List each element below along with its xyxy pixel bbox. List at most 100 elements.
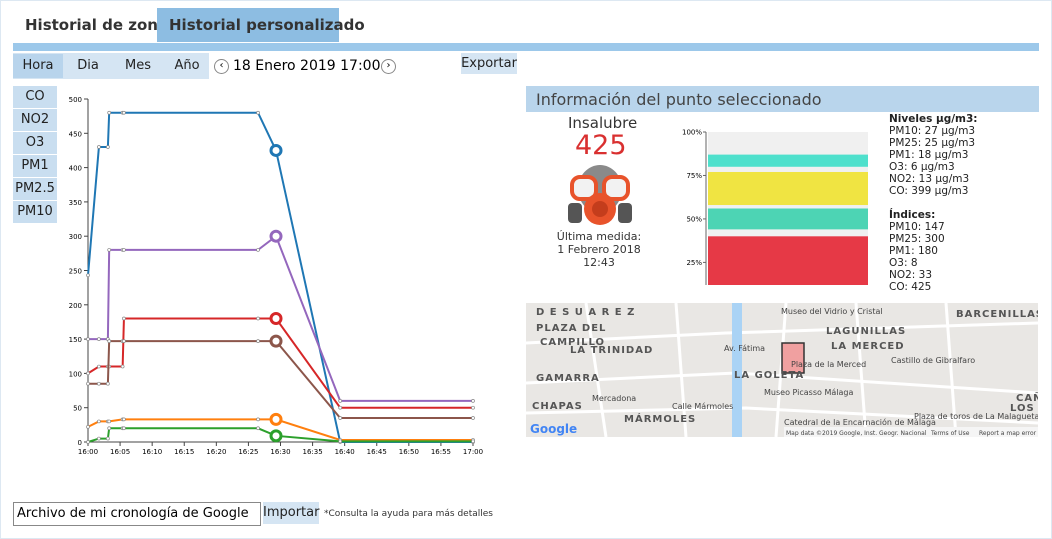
map-label: Museo Picasso Málaga <box>764 388 853 397</box>
point <box>269 334 283 348</box>
pollutant-button[interactable]: PM2.5 <box>13 178 57 200</box>
map-report: Report a map error <box>979 430 1037 437</box>
y-tick-label: 75% <box>686 172 702 180</box>
map-label: CHAPAS <box>532 401 583 412</box>
point <box>107 426 112 431</box>
point <box>97 145 101 149</box>
pollutant-button[interactable]: CO <box>13 86 57 108</box>
map-label: Museo del Vidrio y Cristal <box>781 307 883 316</box>
map-label: Plaza de toros de La Malagueta <box>914 412 1038 421</box>
index: 425 <box>575 130 627 161</box>
point <box>122 110 126 115</box>
map-label: LA GOLETA <box>734 370 804 381</box>
y-tick-label: 50 <box>73 405 82 413</box>
x-tick-label: 16:40 <box>335 448 355 456</box>
pollutant-button[interactable]: PM10 <box>13 201 57 223</box>
period-button[interactable]: Mes <box>114 54 162 78</box>
point <box>269 312 283 326</box>
point <box>256 110 260 115</box>
point <box>97 419 101 424</box>
line <box>88 340 473 419</box>
levels: Niveles µg/m3: PM10: 27 µg/m3 PM25: 25 µg/… <box>889 113 978 293</box>
last-label: Última medida: <box>556 230 642 243</box>
point <box>97 337 101 341</box>
map-logo: Google <box>530 422 577 436</box>
x-tick-label: 16:30 <box>270 448 290 456</box>
point <box>106 381 110 386</box>
point <box>269 143 283 157</box>
line <box>87 111 473 443</box>
map-label: CAÑA <box>1016 391 1038 404</box>
pollutant-button[interactable]: PM1 <box>13 155 57 177</box>
map-label: LA MERCED <box>831 341 905 352</box>
map-label: MÁRMOLES <box>624 412 696 425</box>
point <box>338 405 343 410</box>
index-item: O3: 8 <box>889 257 918 269</box>
y-tick-label: 150 <box>69 336 82 344</box>
point <box>338 398 343 403</box>
period-button[interactable]: Hora <box>13 54 63 78</box>
map-label: Castillo de Gibralfaro <box>891 356 975 365</box>
map-label: BARCENILLAS <box>956 309 1038 320</box>
gauge-segment <box>708 154 868 167</box>
prev-button[interactable]: ‹ <box>214 59 229 74</box>
point <box>107 248 112 252</box>
point <box>122 248 126 252</box>
y-tick-label: 400 <box>69 165 82 173</box>
map-label: Mercadona <box>592 394 636 403</box>
point <box>471 405 475 410</box>
map-label: GAMARRA <box>536 373 600 384</box>
point <box>86 425 90 429</box>
x-tick-label: 16:55 <box>431 448 451 456</box>
level-item: PM10: 27 µg/m3 <box>889 125 976 137</box>
y-tick-label: 100 <box>69 370 82 378</box>
index-item: PM1: 180 <box>889 245 938 257</box>
export-button[interactable]: Exportar <box>461 53 517 74</box>
period-button[interactable]: Año <box>166 54 208 78</box>
map: D E S U A R E Z Museo del Vidrio y Crista… <box>526 303 1038 437</box>
point <box>256 248 260 252</box>
x-tick-label: 16:25 <box>238 448 258 456</box>
point <box>471 416 475 420</box>
map-label: Catedral de la Encarnación de Málaga <box>784 417 936 427</box>
point <box>256 426 260 431</box>
level-item: PM25: 25 µg/m3 <box>889 137 976 149</box>
info-header <box>526 86 1039 112</box>
point <box>86 337 90 341</box>
point <box>338 439 343 444</box>
y-tick-label: 100% <box>682 129 702 137</box>
x-tick-label: 16:20 <box>206 448 226 456</box>
pollutant-button[interactable]: O3 <box>13 132 57 154</box>
x-tick-label: 16:45 <box>367 448 387 456</box>
point <box>269 412 283 426</box>
line <box>87 317 473 409</box>
file-input[interactable]: Archivo de mi cronología de Google <box>13 502 261 526</box>
x-tick-label: 16:15 <box>174 448 194 456</box>
import-button[interactable]: Importar <box>263 502 319 524</box>
y-tick-label: 0 <box>78 439 82 447</box>
y-tick-label: 25% <box>686 259 702 267</box>
index-item: PM25: 300 <box>889 233 945 245</box>
point <box>106 145 110 149</box>
pollutant-button[interactable]: NO2 <box>13 109 57 131</box>
level-item: PM1: 18 µg/m3 <box>889 149 969 161</box>
point <box>122 339 126 344</box>
mask-icon <box>568 165 632 225</box>
gauge-chart: 100% 75% 50% 25% <box>682 129 868 285</box>
point <box>122 417 126 422</box>
point <box>122 316 126 321</box>
point <box>97 381 101 386</box>
gauge-segment <box>708 171 868 206</box>
line-chart: 0 50 100 150 200 250 300 350 400 450 500 16:00 16:05… <box>69 96 483 456</box>
next-button[interactable]: › <box>381 59 396 74</box>
tab-active[interactable]: Historial personalizado <box>157 8 365 42</box>
date: 18 Enero 2019 17:00 <box>233 58 381 74</box>
point <box>269 229 283 243</box>
period-button[interactable]: Dia <box>66 54 110 78</box>
index-item: PM10: 147 <box>889 221 945 233</box>
point <box>471 398 475 403</box>
map-terms: Terms of Use <box>930 430 970 437</box>
tab[interactable]: Historial de zona <box>13 8 181 42</box>
y-tick-label: 500 <box>69 96 82 104</box>
map-label: LOS ID <box>1010 403 1038 414</box>
